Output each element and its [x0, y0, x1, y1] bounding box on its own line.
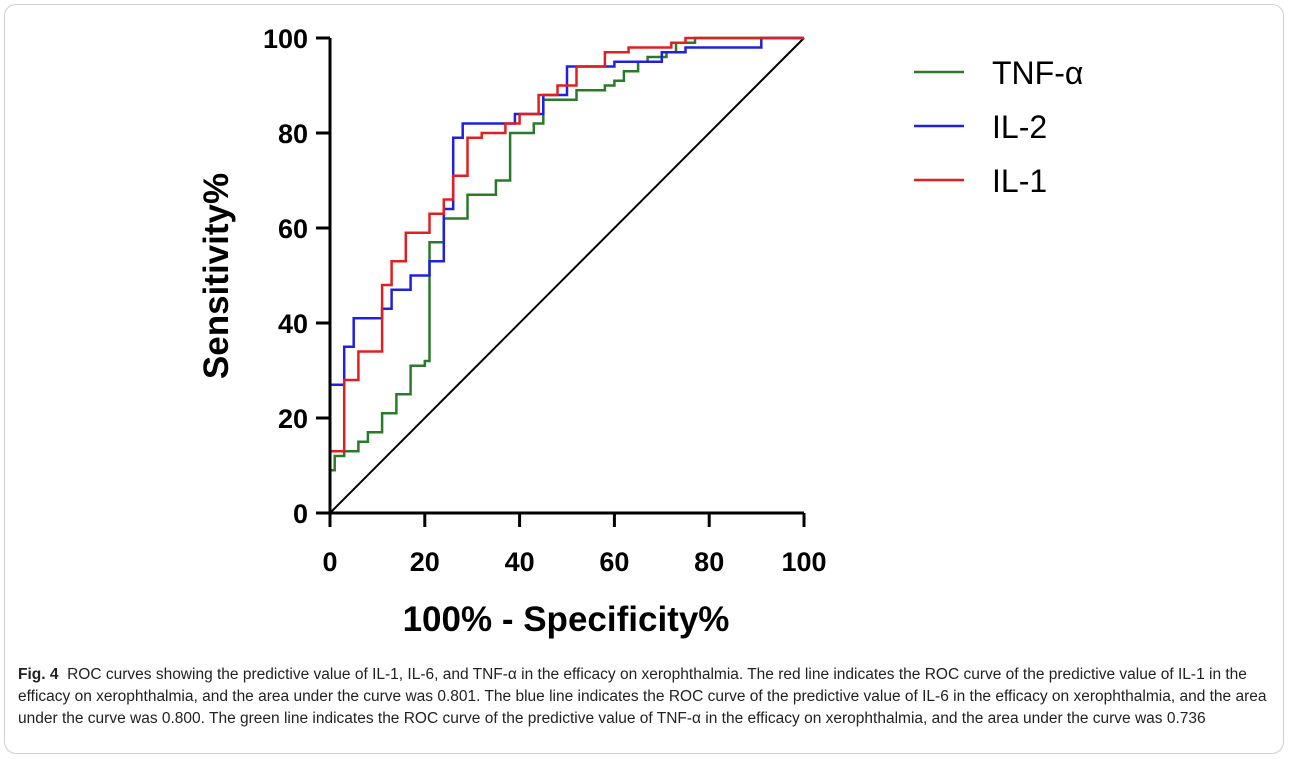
y-tick-label: 0 [293, 499, 308, 529]
x-tick-label: 100 [781, 547, 826, 577]
x-axis-title: 100% - Specificity% [403, 600, 730, 639]
figure-frame [4, 4, 1284, 754]
x-tick-label: 60 [599, 547, 629, 577]
reference-diagonal-line [329, 37, 805, 514]
caption-label: Fig. 4 [18, 666, 59, 683]
legend-label-0: TNF-α [992, 55, 1083, 91]
axes-layer: 0 20 40 60 80 100 0 20 40 60 80 100 [263, 24, 827, 577]
x-tick-label: 40 [505, 547, 535, 577]
figure-caption: Fig. 4 ROC curves showing the predictive… [18, 664, 1268, 730]
y-tick-label: 40 [278, 309, 308, 339]
legend-label-2: IL-1 [992, 163, 1047, 199]
roc-chart: 0 20 40 60 80 100 0 20 40 60 80 100 TNF-α IL-2 IL-1 1… [197, 24, 1083, 639]
roc-series-line-1 [328, 36, 804, 513]
y-tick-label: 60 [278, 214, 308, 244]
y-tick-label: 20 [278, 404, 308, 434]
y-tick-label: 80 [278, 119, 308, 149]
reference-diagonal-layer [329, 37, 805, 514]
roc-series-line-2 [328, 36, 804, 513]
caption-text: ROC curves showing the predictive value … [18, 666, 1267, 727]
legend-label-1: IL-2 [992, 109, 1047, 145]
roc-series-layer [328, 36, 804, 513]
legend: TNF-α IL-2 IL-1 [914, 55, 1083, 199]
x-tick-label: 20 [410, 547, 440, 577]
x-tick-label: 0 [322, 547, 337, 577]
x-tick-label: 80 [694, 547, 724, 577]
y-tick-label: 100 [263, 24, 308, 54]
y-axis-title: Sensitivity% [197, 173, 236, 379]
